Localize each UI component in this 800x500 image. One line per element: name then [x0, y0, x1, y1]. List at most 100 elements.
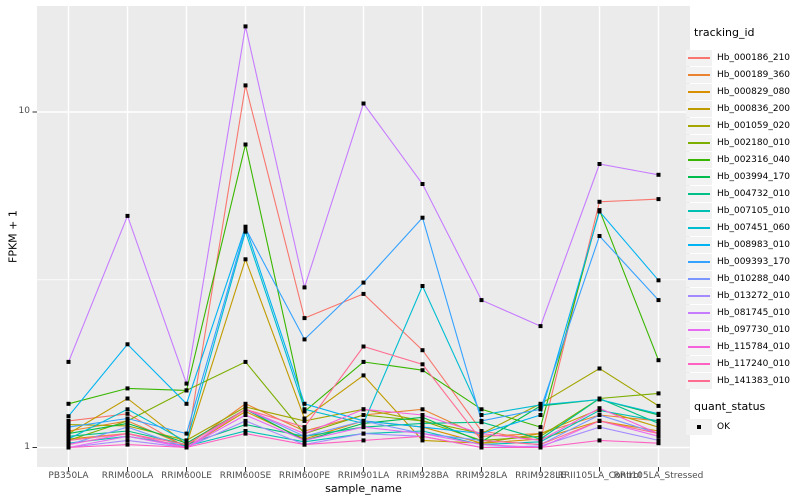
- x-tick-label-RRIM901LA: RRIM901LA: [337, 471, 390, 481]
- data-point: [243, 407, 248, 412]
- data-point: [656, 421, 661, 426]
- legend-label: Hb_000186_210: [717, 52, 791, 63]
- data-point: [243, 24, 248, 29]
- legend-key-line-icon: [688, 158, 710, 161]
- data-point: [656, 438, 661, 443]
- legend-item-Hb_010288_040: Hb_010288_040: [686, 270, 790, 287]
- legend-key-line-icon: [688, 379, 710, 382]
- legend-item-Hb_141383_010: Hb_141383_010: [686, 372, 790, 389]
- data-point: [66, 401, 71, 406]
- data-point: [302, 316, 307, 321]
- data-point: [420, 284, 425, 288]
- legend-key-line-icon: [688, 328, 710, 331]
- legend-key-line-icon: [688, 56, 710, 59]
- legend-item-Hb_000829_080: Hb_000829_080: [686, 83, 790, 100]
- data-point: [125, 396, 130, 401]
- data-point: [420, 407, 425, 412]
- legend-key: [686, 151, 712, 168]
- data-point: [420, 415, 425, 420]
- legend-item-Hb_003994_170: Hb_003994_170: [686, 168, 790, 185]
- data-point: [66, 438, 71, 443]
- data-point: [302, 407, 307, 412]
- data-point: [479, 431, 484, 436]
- data-point: [656, 429, 661, 433]
- data-point: [656, 278, 661, 283]
- x-tick-label-PB350LA: PB350LA: [48, 471, 89, 481]
- data-point: [361, 291, 366, 296]
- legend-key: [686, 185, 712, 202]
- data-point: [361, 431, 366, 436]
- data-point: [243, 429, 248, 433]
- legend-item-Hb_004732_010: Hb_004732_010: [686, 185, 790, 202]
- data-point: [66, 425, 71, 430]
- data-point: [420, 438, 425, 443]
- x-tick-label-RRIM600LA: RRIM600LA: [101, 471, 154, 481]
- data-point: [597, 413, 602, 417]
- data-point: [538, 413, 543, 417]
- data-point: [656, 403, 661, 408]
- data-point: [302, 434, 307, 439]
- legend-key: [686, 134, 712, 151]
- data-point: [302, 418, 307, 423]
- x-tick-label-RRIM928LA: RRIM928LA: [455, 471, 508, 481]
- data-point: [243, 142, 248, 147]
- legend-key-line-icon: [688, 362, 710, 365]
- data-point: [538, 445, 543, 450]
- y-axis-title: FPKM + 1: [6, 210, 20, 263]
- data-point: [597, 234, 602, 238]
- data-point: [479, 418, 484, 423]
- legend-key-line-icon: [688, 141, 710, 144]
- data-point: [361, 344, 366, 349]
- data-point: [479, 413, 484, 417]
- x-tick-label-RRIM928LE: RRIM928LE: [515, 471, 566, 481]
- data-point: [597, 418, 602, 423]
- data-point: [538, 442, 543, 447]
- data-point: [66, 431, 71, 436]
- data-point: [656, 441, 661, 446]
- legend-key: [686, 219, 712, 236]
- legend-label: Hb_010288_040: [717, 273, 791, 284]
- data-point: [66, 445, 71, 450]
- data-point: [302, 337, 307, 342]
- legend-item-Hb_115784_010: Hb_115784_010: [686, 338, 790, 355]
- legend-key-line-icon: [688, 73, 710, 76]
- legend-key: [686, 83, 712, 100]
- legend-item-Hb_001059_020: Hb_001059_020: [686, 117, 790, 134]
- legend-key: [686, 100, 712, 117]
- data-point: [302, 438, 307, 443]
- legend-item-Hb_002316_040: Hb_002316_040: [686, 151, 790, 168]
- legend-key-line-icon: [688, 175, 710, 178]
- data-point: [538, 434, 543, 439]
- data-point: [66, 434, 71, 439]
- legend-key: [686, 338, 712, 355]
- legend-key: [686, 236, 712, 253]
- x-tick-label-RRII105LA_Control: RRII105LA_Control: [557, 471, 642, 481]
- legend-label: Hb_007105_010: [717, 205, 791, 216]
- data-point: [302, 285, 307, 290]
- data-point: [243, 83, 248, 88]
- data-point: [243, 409, 248, 414]
- legend-label: Hb_000829_080: [717, 86, 791, 97]
- legend-items: Hb_000186_210 Hb_000189_360 Hb_000829_080 H…: [686, 49, 790, 389]
- data-point: [184, 445, 189, 450]
- legend-label: Hb_013272_010: [717, 290, 791, 301]
- data-point: [597, 162, 602, 166]
- legend-key: [686, 168, 712, 185]
- data-point: [656, 434, 661, 439]
- data-point: [656, 298, 661, 303]
- y-tick-label-1: 1: [24, 441, 30, 452]
- data-point: [538, 402, 543, 407]
- data-point: [420, 421, 425, 426]
- legend-key-line-icon: [688, 345, 710, 348]
- legend-item-Hb_000836_200: Hb_000836_200: [686, 100, 790, 117]
- legend-key: [686, 66, 712, 83]
- legend-item-Hb_117240_010: Hb_117240_010: [686, 355, 790, 372]
- legend-label: Hb_008983_010: [717, 239, 791, 250]
- data-point: [361, 373, 366, 378]
- data-point: [125, 213, 130, 218]
- legend-item-quant-ok: OK: [686, 418, 730, 435]
- data-point: [243, 229, 248, 234]
- data-point: [125, 407, 130, 412]
- data-point: [538, 431, 543, 436]
